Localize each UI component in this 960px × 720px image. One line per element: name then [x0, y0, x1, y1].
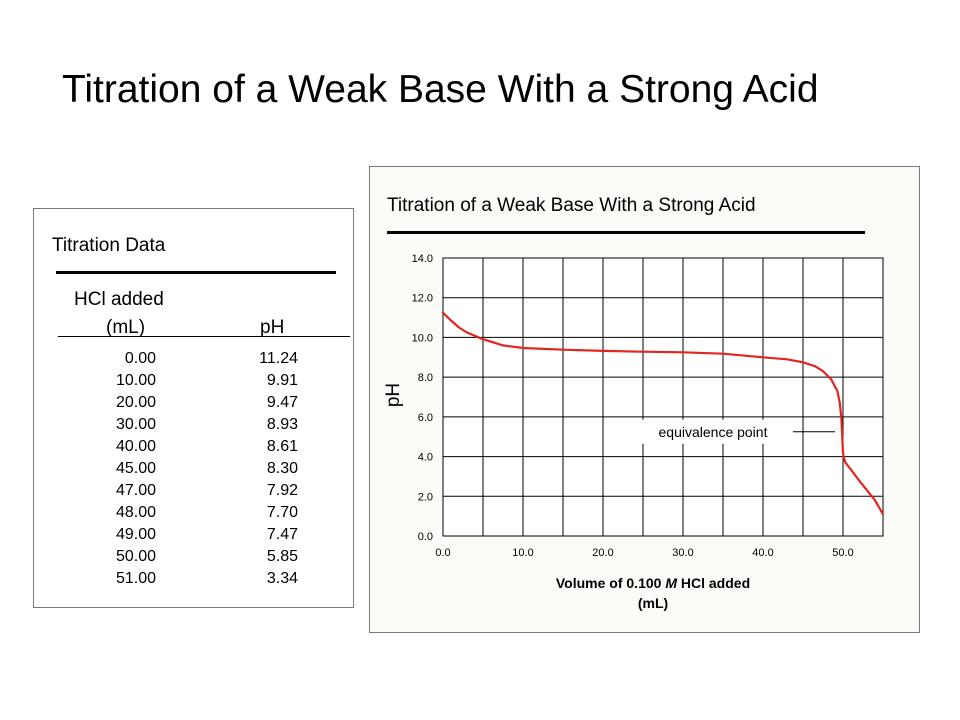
table-row: 10.00 9.91	[34, 372, 353, 394]
y-tick-label: 10.0	[412, 332, 433, 344]
header-divider	[58, 336, 350, 337]
col-ph-header: pH	[260, 317, 285, 338]
x-tick-label: 0.0	[435, 547, 450, 559]
table-row: 47.00 7.92	[34, 482, 353, 504]
ph-cell: 8.93	[266, 416, 298, 433]
ph-cell: 9.47	[266, 394, 298, 411]
y-tick-label: 4.0	[418, 452, 433, 464]
ph-cell: 11.24	[259, 350, 298, 367]
x-tick-label: 40.0	[752, 547, 773, 559]
col-hcl-header-line1: HCl added	[74, 289, 164, 310]
ph-cell: 7.47	[266, 526, 298, 543]
hcl-volume-cell: 50.00	[115, 548, 156, 565]
table-row: 45.00 8.30	[34, 460, 353, 482]
x-axis-label-part: HCl added	[677, 575, 750, 591]
hcl-volume-cell: 47.00	[115, 482, 156, 499]
hcl-volume-cell: 10.00	[115, 372, 156, 389]
table-title: Titration Data	[52, 235, 166, 256]
table-row: 40.00 8.61	[34, 438, 353, 460]
x-axis-label: Volume of 0.100 M HCl added	[556, 575, 750, 591]
titration-curve	[441, 311, 885, 516]
y-axis-label: pH	[383, 383, 404, 407]
table-row: 20.00 9.47	[34, 394, 353, 416]
titration-data-panel: Titration Data HCl added (mL) pH 0.00 11.…	[33, 208, 354, 608]
x-axis-unit: (mL)	[638, 595, 668, 611]
titration-chart: 0.0 10.0 20.0 30.0 40.0 50.0 0.0 2.0 4.0 6.0 8.0 10…	[383, 253, 885, 611]
table-row: 30.00 8.93	[34, 416, 353, 438]
ph-cell: 9.91	[266, 372, 298, 389]
hcl-volume-cell: 48.00	[115, 504, 156, 521]
table-row: 48.00 7.70	[34, 504, 353, 526]
annotation-box	[633, 419, 793, 444]
x-tick-label: 10.0	[512, 547, 533, 559]
ph-cell: 7.70	[266, 504, 298, 521]
table-body: 0.00 11.24 10.00 9.91 20.00 9.47 30.00 8.93 40.0…	[34, 350, 353, 592]
x-tick-label: 50.0	[832, 547, 853, 559]
y-tick-label: 14.0	[412, 253, 433, 265]
equivalence-point-label: equivalence point	[659, 424, 768, 440]
x-axis-label-part: M	[665, 575, 677, 591]
x-tick-label: 30.0	[672, 547, 693, 559]
table-row: 50.00 5.85	[34, 548, 353, 570]
y-tick-label: 2.0	[418, 491, 433, 503]
table-row: 51.00 3.34	[34, 570, 353, 592]
slide-title: Titration of a Weak Base With a Strong A…	[62, 68, 819, 111]
ph-cell: 3.34	[266, 570, 298, 587]
hcl-volume-cell: 45.00	[115, 460, 156, 477]
y-tick-label: 0.0	[418, 531, 433, 543]
plot-area	[442, 257, 884, 537]
hcl-volume-cell: 40.00	[115, 438, 156, 455]
chart-title-underline	[387, 231, 865, 234]
chart-title: Titration of a Weak Base With a Strong A…	[387, 195, 756, 216]
hcl-volume-cell: 30.00	[115, 416, 156, 433]
chart-panel: Titration of a Weak Base With a Strong A…	[369, 166, 920, 633]
table-row: 49.00 7.47	[34, 526, 353, 548]
y-tick-label: 12.0	[412, 293, 433, 305]
hcl-volume-cell: 51.00	[115, 570, 156, 587]
col-hcl-header-line2: (mL)	[106, 317, 146, 338]
x-tick-label: 20.0	[592, 547, 613, 559]
hcl-volume-cell: 20.00	[115, 394, 156, 411]
x-axis-label-part: Volume of 0.100	[556, 575, 665, 591]
title-underline	[56, 271, 336, 274]
table-row: 0.00 11.24	[34, 350, 353, 372]
hcl-volume-cell: 0.00	[124, 350, 156, 367]
y-tick-label: 6.0	[418, 412, 433, 424]
y-tick-label: 8.0	[418, 372, 433, 384]
ph-cell: 8.30	[266, 460, 298, 477]
hcl-volume-cell: 49.00	[115, 526, 156, 543]
ph-cell: 8.61	[266, 438, 298, 455]
ph-cell: 7.92	[266, 482, 298, 499]
ph-cell: 5.85	[266, 548, 298, 565]
